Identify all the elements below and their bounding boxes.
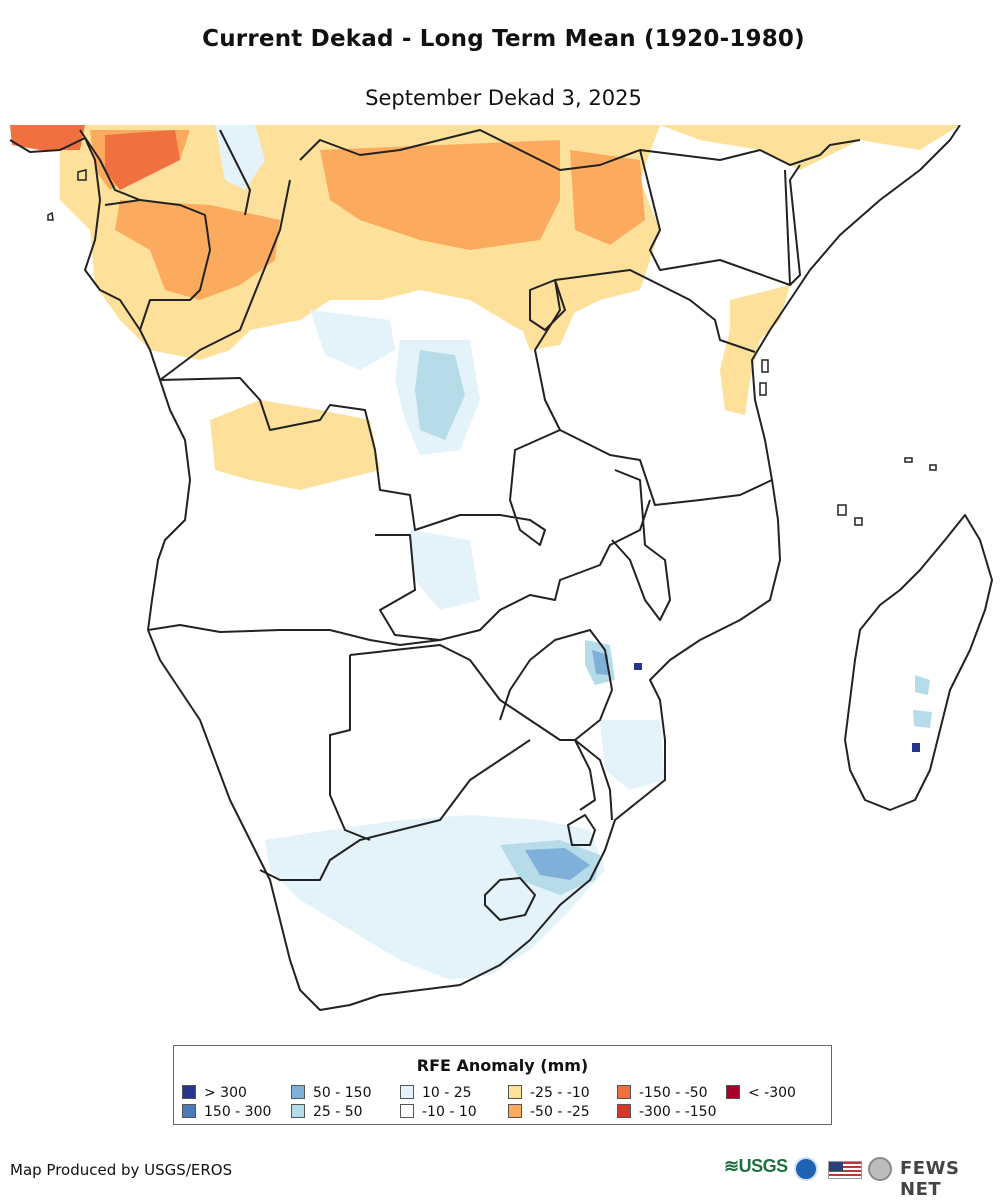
country-borders xyxy=(9,125,993,1011)
legend-swatch xyxy=(182,1085,196,1099)
legend-label: -50 - -25 xyxy=(530,1104,590,1120)
anomaly-wet-south-africa xyxy=(265,815,605,980)
legend-swatch xyxy=(508,1085,522,1099)
legend-item: 25 - 50 xyxy=(291,1103,391,1121)
border-zambia xyxy=(375,499,651,641)
legend-swatch xyxy=(617,1085,631,1099)
legend-item: 50 - 150 xyxy=(291,1084,391,1102)
legend-item: -150 - -50 xyxy=(617,1084,722,1102)
border-ethiopia-somalia xyxy=(639,149,801,286)
border-south-africa-north xyxy=(259,739,531,881)
anomaly-wet-mozambique xyxy=(600,720,665,790)
anomaly-wet-zimbabwe-core xyxy=(592,650,608,675)
coastline-madagascar xyxy=(844,514,993,811)
border-mozambique-inner xyxy=(574,739,613,821)
legend-swatch xyxy=(291,1085,305,1099)
legend-swatch xyxy=(291,1104,305,1118)
map-credit: Map Produced by USGS/EROS xyxy=(10,1161,233,1179)
island-seychelles xyxy=(904,457,937,471)
legend-label: 50 - 150 xyxy=(313,1085,372,1101)
legend-item: -25 - -10 xyxy=(508,1084,608,1102)
legend-swatch xyxy=(726,1085,740,1099)
islands xyxy=(47,169,937,526)
anomaly-wet-zambia xyxy=(410,530,480,610)
anomaly-dry-ne xyxy=(660,125,960,170)
anomaly-very-wet-mozambique xyxy=(634,663,642,670)
us-flag-icon xyxy=(828,1161,862,1179)
noaa-logo-icon xyxy=(794,1157,818,1181)
legend-label: > 300 xyxy=(204,1085,247,1101)
anomaly-strong-dry-west xyxy=(10,125,85,150)
legend-label: 150 - 300 xyxy=(204,1104,272,1120)
anomaly-wet-madagascar-south xyxy=(913,710,932,728)
anomaly-moderately-dry-ethiopia xyxy=(570,150,645,245)
border-uganda xyxy=(529,279,566,331)
legend-label: 25 - 50 xyxy=(313,1104,363,1120)
map-canvas xyxy=(9,125,993,1011)
island-mafia xyxy=(759,359,769,396)
legend-label: 10 - 25 xyxy=(422,1085,472,1101)
rainfall-anomaly-map xyxy=(8,125,1000,1025)
anomaly-strong-dry-nigeria xyxy=(105,130,180,190)
anomaly-wet-madagascar xyxy=(915,675,930,695)
border-kenya-somalia xyxy=(784,169,791,286)
border-tanzania-south xyxy=(559,429,773,506)
border-cameroon xyxy=(104,199,211,331)
anomaly-shading xyxy=(10,125,960,980)
legend: RFE Anomaly (mm) > 300 150 - 300 50 - 15… xyxy=(173,1045,832,1125)
anomaly-wet-congo xyxy=(310,310,395,370)
anomaly-moderately-dry-cameroon xyxy=(115,200,280,300)
legend-swatch xyxy=(617,1104,631,1118)
border-eswatini xyxy=(567,814,596,846)
legend-swatch xyxy=(400,1085,414,1099)
border-malawi xyxy=(611,469,671,621)
legend-item: -10 - 10 xyxy=(400,1103,500,1121)
island-comoros xyxy=(837,504,863,526)
usgs-logo: ≋USGS xyxy=(724,1156,788,1176)
legend-item: < -300 xyxy=(726,1084,826,1102)
border-botswana xyxy=(349,644,596,811)
border-lesotho xyxy=(484,877,536,921)
anomaly-wet-natal-core xyxy=(525,848,590,880)
map-title: Current Dekad - Long Term Mean (1920-198… xyxy=(202,26,805,52)
anomaly-dry-uganda xyxy=(515,260,580,350)
border-nigeria xyxy=(79,129,141,201)
fews-net-logo: FEWS NET xyxy=(900,1158,960,1200)
legend-swatch xyxy=(508,1104,522,1118)
legend-item: > 300 xyxy=(182,1084,282,1102)
island-bioko xyxy=(77,169,87,181)
anomaly-moderately-dry-sahel xyxy=(320,140,560,250)
legend-title: RFE Anomaly (mm) xyxy=(416,1056,589,1075)
legend-swatch xyxy=(400,1104,414,1118)
legend-label: < -300 xyxy=(748,1085,796,1101)
anomaly-dry-kenya-coast xyxy=(720,285,790,415)
border-angola-namibia xyxy=(147,624,441,646)
legend-item: 10 - 25 xyxy=(400,1084,500,1102)
border-namibia-botswana xyxy=(329,655,371,841)
border-sahel xyxy=(299,129,861,171)
anomaly-very-wet-madagascar xyxy=(912,743,920,752)
border-east-africa xyxy=(554,269,756,353)
border-zimbabwe xyxy=(499,629,613,741)
legend-label: -25 - -10 xyxy=(530,1085,590,1101)
border-chad xyxy=(219,129,251,216)
island-sao-tome xyxy=(47,211,54,221)
legend-label: -150 - -50 xyxy=(639,1085,708,1101)
coastline-africa xyxy=(9,125,961,1011)
map-subtitle: September Dekad 3, 2025 xyxy=(365,86,642,110)
partner-logos: ≋USGS FEWS NET xyxy=(724,1154,1000,1200)
legend-swatch xyxy=(182,1104,196,1118)
legend-item: 150 - 300 xyxy=(182,1103,282,1121)
state-department-seal-icon xyxy=(868,1157,892,1181)
legend-label: -300 - -150 xyxy=(639,1104,717,1120)
legend-item: -50 - -25 xyxy=(508,1103,608,1121)
legend-label: -10 - 10 xyxy=(422,1104,477,1120)
anomaly-wet-drc-core xyxy=(415,350,465,440)
anomaly-dry-angola xyxy=(210,400,380,490)
border-drc-west xyxy=(159,179,561,546)
anomaly-wet-chad xyxy=(215,125,265,190)
legend-item: -300 - -150 xyxy=(617,1103,722,1121)
